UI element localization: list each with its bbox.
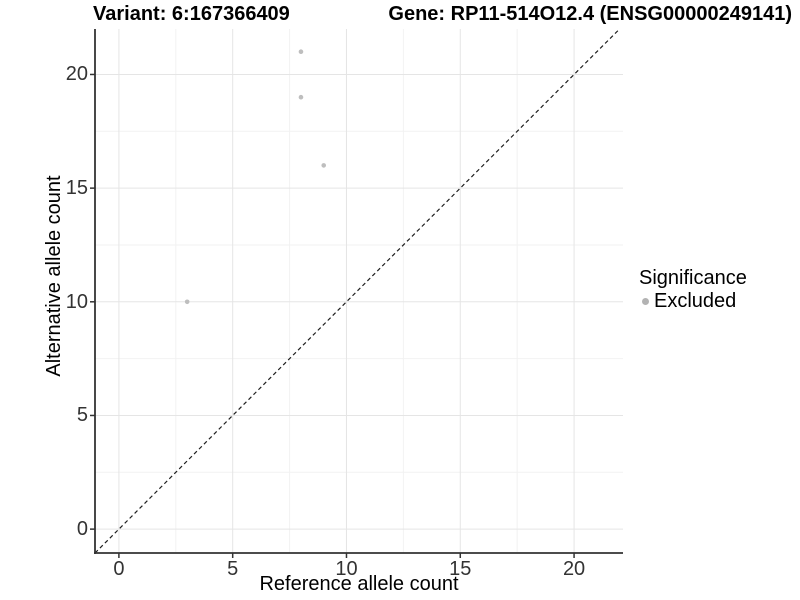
data-point [298, 49, 304, 55]
y-tick-label: 0 [76, 518, 88, 541]
x-tick-label: 5 [227, 558, 239, 580]
y-tick-label: 20 [65, 63, 88, 86]
legend-item-label: Excluded [654, 290, 737, 312]
x-axis-title: Reference allele count [259, 573, 459, 595]
x-tick-label: 20 [562, 558, 586, 580]
y-axis-title: Alternative allele count [43, 175, 65, 377]
data-point [321, 163, 327, 168]
x-tick-label: 0 [113, 558, 125, 580]
x-tick-label: 10 [335, 558, 358, 580]
gene-title: Gene: RP11-514O12.4 (ENSG00000249141) [388, 3, 792, 25]
x-tick-label: 15 [449, 558, 472, 580]
y-tick-label: 15 [65, 177, 88, 200]
data-point [184, 299, 190, 305]
legend-item-excluded: Excluded [642, 290, 747, 313]
legend-title: Significance [639, 267, 747, 289]
identity-dashed-line [94, 28, 621, 554]
legend: Significance Excluded [639, 267, 747, 313]
data-point [298, 94, 304, 100]
excluded-point-icon [642, 298, 649, 305]
variant-title: Variant: 6:167366409 [93, 3, 290, 25]
y-tick-label: 5 [76, 404, 88, 427]
y-tick-label: 10 [65, 290, 88, 313]
